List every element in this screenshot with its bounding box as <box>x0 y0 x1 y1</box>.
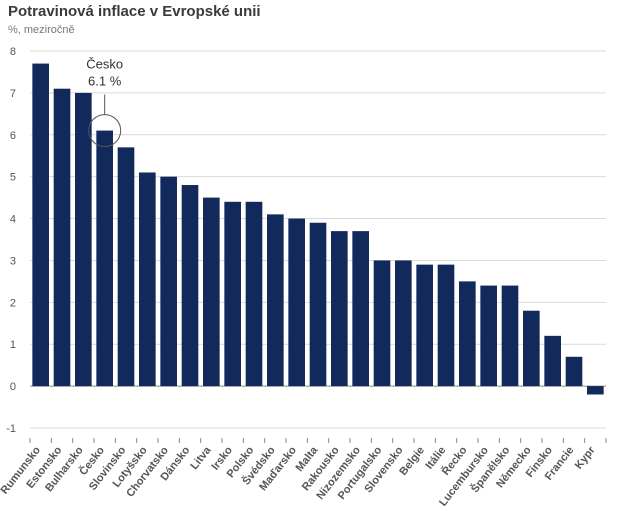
bar <box>75 92 92 387</box>
bar <box>416 264 433 387</box>
bar <box>224 201 241 387</box>
bar <box>480 285 497 387</box>
y-tick-label: 4 <box>10 214 16 226</box>
x-tick-label: Litva <box>188 444 214 472</box>
bar <box>53 88 71 387</box>
y-tick-label: 3 <box>10 255 16 267</box>
bar <box>203 197 220 387</box>
y-tick-label: 7 <box>10 88 16 100</box>
x-tick-label: Kypr <box>573 444 598 472</box>
bar <box>587 386 604 395</box>
bar <box>267 214 284 387</box>
y-tick-label: 0 <box>10 381 16 393</box>
bar <box>160 176 177 387</box>
bar <box>331 231 348 387</box>
bar <box>501 285 519 387</box>
bar <box>395 260 412 387</box>
bar <box>139 172 156 387</box>
bar <box>245 201 263 387</box>
bar <box>352 231 369 387</box>
bar <box>373 260 391 387</box>
annotation-label-name: Česko <box>86 57 123 72</box>
y-tick-label: 1 <box>10 339 16 351</box>
chart-subtitle: %, meziročně <box>8 24 75 36</box>
bar <box>96 130 113 387</box>
bar <box>523 310 540 387</box>
bar <box>288 218 305 387</box>
bar <box>32 63 49 387</box>
bar <box>437 264 455 387</box>
chart-title: Potravinová inflace v Evropské unii <box>8 3 261 20</box>
y-tick-label: 6 <box>10 130 16 142</box>
annotation-label-value: 6.1 % <box>88 74 122 89</box>
y-tick-label: -1 <box>6 423 16 435</box>
y-tick-label: 2 <box>10 297 16 309</box>
y-tick-label: 5 <box>10 172 16 184</box>
bar <box>181 185 199 387</box>
y-tick-label: 8 <box>10 46 16 58</box>
bar <box>459 281 476 387</box>
bar <box>117 147 135 387</box>
bar <box>544 335 561 387</box>
bar <box>565 356 583 387</box>
bar <box>309 222 327 387</box>
